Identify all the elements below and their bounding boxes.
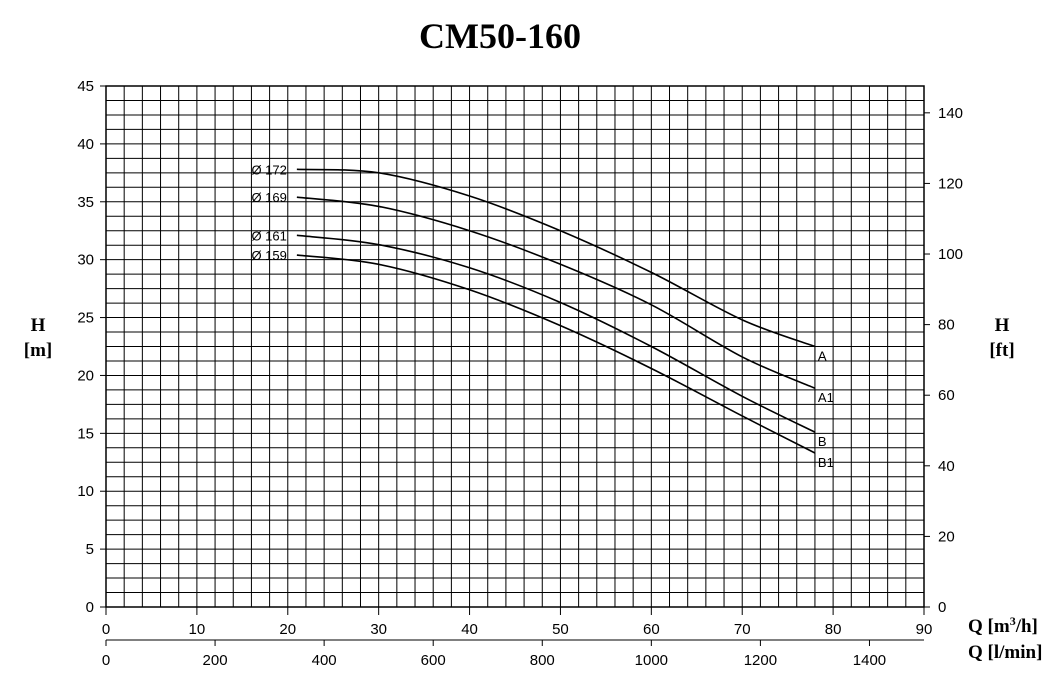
x-lmin-axis-label: Q [l/min]: [968, 642, 1042, 663]
x-lmin-tick-label: 800: [530, 652, 555, 669]
y-left-tick-label: 10: [77, 483, 94, 500]
y-right-tick-label: 80: [938, 317, 955, 334]
curve-name-label-a: A: [818, 349, 827, 364]
y-right-tick-label: 0: [938, 599, 946, 616]
curve-labels: Ø 172 A Ø 169 A1 Ø 161 B Ø 159 B1: [251, 162, 833, 470]
x-m3h-tick-label: 30: [370, 621, 387, 638]
y-right-tick-label: 140: [938, 105, 963, 122]
x-lmin-tick-label: 1400: [853, 652, 886, 669]
x-m3h-tick-label: 20: [279, 621, 296, 638]
y-left-axis-unit: [m]: [24, 340, 52, 361]
grid: [106, 86, 924, 607]
x-lmin-tick-label: 600: [421, 652, 446, 669]
y-left-tick-label: 25: [77, 310, 94, 327]
y-right-tick-label: 40: [938, 458, 955, 475]
x-m3h-tick-label: 60: [643, 621, 660, 638]
y-left-tick-label: 40: [77, 136, 94, 153]
y-left-tick-label: 0: [86, 599, 94, 616]
y-left-tick-label: 15: [77, 425, 94, 442]
x-lmin-tick-label: 200: [203, 652, 228, 669]
x-m3h-tick-label: 80: [825, 621, 842, 638]
diameter-label-a1: Ø 169: [251, 190, 286, 205]
x-lmin-tick-label: 0: [102, 652, 110, 669]
x-m3h-tick-label: 40: [461, 621, 478, 638]
curve-b1: [296, 254, 816, 454]
y-left-tick-label: 20: [77, 367, 94, 384]
x-lmin-tick-label: 1200: [744, 652, 777, 669]
y-left-axis-symbol: H: [31, 315, 46, 336]
curve-name-label-b1: B1: [818, 455, 834, 470]
y-right-axis-unit: [ft]: [989, 340, 1014, 361]
curve-name-label-b: B: [818, 434, 827, 449]
y-right-axis-symbol: H: [995, 315, 1010, 336]
x-m3h-tick-label: 0: [102, 621, 110, 638]
x-lmin-tick-label: 1000: [635, 652, 668, 669]
curve-a: [296, 168, 816, 348]
curve-a1: [296, 196, 816, 389]
x-m3h-tick-label: 10: [189, 621, 206, 638]
diameter-label-b: Ø 161: [251, 228, 286, 243]
x-lmin-tick-label: 400: [312, 652, 337, 669]
y-right-tick-label: 120: [938, 175, 963, 192]
diameter-label-a: Ø 172: [251, 162, 286, 177]
y-right-tick-label: 100: [938, 246, 963, 263]
y-left-tick-label: 45: [77, 78, 94, 95]
y-left-tick-label: 35: [77, 194, 94, 211]
x-m3h-tick-label: 90: [916, 621, 933, 638]
y-right-tick-label: 60: [938, 387, 955, 404]
x-m3h-axis-label: Q [m3/h]: [968, 614, 1038, 637]
curves: [296, 168, 816, 454]
chart-title: CM50-160: [419, 16, 581, 56]
y-left-tick-label: 30: [77, 252, 94, 269]
plot-frame: [105, 85, 925, 608]
curve-name-label-a1: A1: [818, 390, 834, 405]
curve-b: [296, 234, 816, 433]
y-left-tick-label: 5: [86, 541, 94, 558]
y-right-tick-label: 20: [938, 528, 955, 545]
diameter-label-b1: Ø 159: [251, 248, 286, 263]
x-m3h-tick-label: 50: [552, 621, 569, 638]
x-m3h-tick-label: 70: [734, 621, 751, 638]
